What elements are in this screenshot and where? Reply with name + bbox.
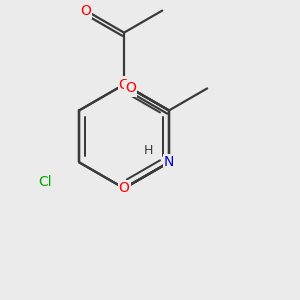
Text: O: O bbox=[125, 81, 136, 95]
Text: N: N bbox=[164, 155, 174, 169]
Text: H: H bbox=[144, 144, 154, 157]
Text: Cl: Cl bbox=[39, 175, 52, 189]
Text: O: O bbox=[118, 77, 130, 92]
Text: O: O bbox=[118, 181, 130, 195]
Text: O: O bbox=[80, 4, 91, 18]
